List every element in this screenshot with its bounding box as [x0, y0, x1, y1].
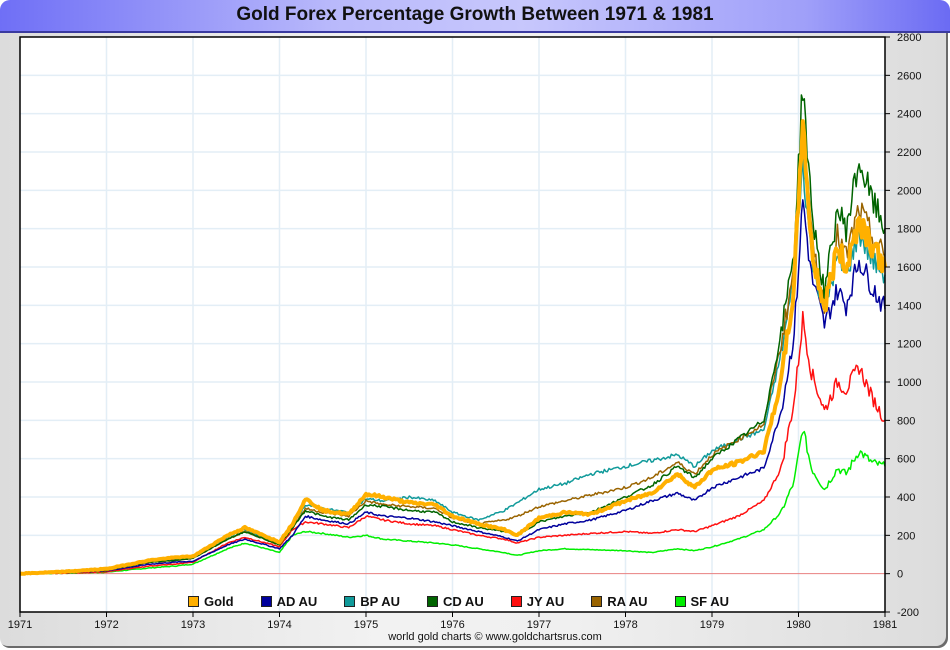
legend-swatch	[427, 596, 439, 607]
y-tick-label: 1400	[897, 300, 921, 312]
credit-text: world gold charts © www.goldchartsrus.co…	[388, 631, 602, 643]
y-tick-label: 2400	[897, 109, 921, 121]
legend-swatch	[260, 596, 272, 607]
legend-swatch	[344, 596, 356, 607]
y-tick-label: 2200	[897, 147, 921, 159]
legend-label: BP AU	[360, 594, 401, 609]
legend-label: AD AU	[276, 594, 318, 609]
y-tick-label: 2000	[897, 185, 921, 197]
chart-title: Gold Forex Percentage Growth Between 197…	[236, 4, 714, 25]
legend-item: AD AU	[260, 594, 318, 609]
legend-item: JY AU	[510, 594, 565, 609]
legend-item: Gold	[188, 594, 234, 609]
legend-swatch	[188, 596, 199, 607]
series-line-ad-au	[19, 199, 886, 575]
legend-swatch	[591, 596, 603, 607]
x-tick-label: 1979	[700, 619, 724, 631]
y-tick-label: 2600	[897, 70, 921, 82]
y-tick-label: 800	[897, 415, 915, 427]
y-tick-label: 200	[897, 530, 915, 542]
legend-swatch	[510, 596, 522, 607]
x-tick-label: 1971	[8, 619, 32, 631]
legend-item: BP AU	[344, 594, 400, 609]
x-tick-label: 1974	[267, 619, 291, 631]
series-line-sf-au	[19, 430, 886, 575]
x-tick-label: 1975	[354, 619, 378, 631]
y-tick-label: 1200	[897, 339, 921, 351]
legend-item: SF AU	[674, 594, 730, 609]
y-tick-label: 1800	[897, 224, 921, 236]
legend-label: CD AU	[443, 594, 484, 609]
y-tick-label: -200	[897, 607, 919, 619]
x-tick-label: 1978	[613, 619, 637, 631]
x-tick-label: 1973	[181, 619, 205, 631]
y-tick-label: 0	[897, 569, 903, 581]
plot-border	[19, 36, 886, 613]
axes: 1971 1972 1973 1974 1975 1976 1977 1978 1979 1980…	[8, 32, 922, 631]
series-line-cd-au	[19, 94, 886, 575]
x-tick-label: 1972	[94, 619, 118, 631]
y-tick-label: 600	[897, 454, 915, 466]
x-tick-label: 1981	[873, 619, 897, 631]
y-tick-label: 400	[897, 492, 915, 504]
legend-label: RA AU	[607, 594, 648, 609]
y-tick-label: 1000	[897, 377, 921, 389]
x-tick-label: 1980	[786, 619, 810, 631]
legend-label: Gold	[204, 594, 234, 609]
y-tick-label: 2800	[897, 32, 921, 44]
y-tick-label: 1600	[897, 262, 921, 274]
legend-item: CD AU	[427, 594, 484, 609]
series-line-gold	[19, 119, 887, 576]
legend-item: RA AU	[591, 594, 648, 609]
legend-label: SF AU	[690, 594, 730, 609]
series-lines	[19, 94, 887, 576]
x-tick-label: 1977	[527, 619, 551, 631]
legend-swatch	[674, 596, 686, 607]
x-tick-label: 1976	[440, 619, 464, 631]
legend: Gold AD AU BP AU CD AU JY AU RA AU SF AU	[188, 594, 756, 609]
grid	[20, 37, 885, 612]
series-line-jy-au	[20, 310, 886, 575]
legend-label: JY AU	[526, 594, 565, 609]
title-bar	[0, 0, 950, 33]
